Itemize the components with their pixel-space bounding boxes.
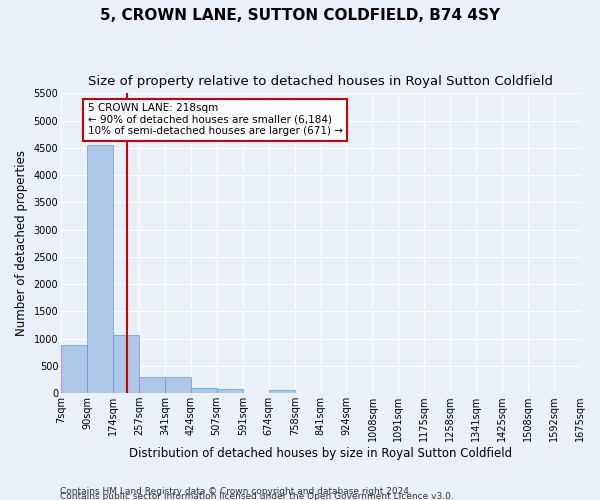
Bar xyxy=(87,144,113,393)
Bar xyxy=(113,336,139,393)
Text: 5, CROWN LANE, SUTTON COLDFIELD, B74 4SY: 5, CROWN LANE, SUTTON COLDFIELD, B74 4SY xyxy=(100,8,500,22)
Title: Size of property relative to detached houses in Royal Sutton Coldfield: Size of property relative to detached ho… xyxy=(88,75,553,88)
X-axis label: Distribution of detached houses by size in Royal Sutton Coldfield: Distribution of detached houses by size … xyxy=(129,447,512,460)
Bar xyxy=(269,390,295,393)
Bar xyxy=(217,389,243,393)
Bar xyxy=(61,345,87,393)
Y-axis label: Number of detached properties: Number of detached properties xyxy=(15,150,28,336)
Bar xyxy=(191,388,217,393)
Text: Contains public sector information licensed under the Open Government Licence v3: Contains public sector information licen… xyxy=(60,492,454,500)
Text: Contains HM Land Registry data © Crown copyright and database right 2024.: Contains HM Land Registry data © Crown c… xyxy=(60,487,412,496)
Text: 5 CROWN LANE: 218sqm
← 90% of detached houses are smaller (6,184)
10% of semi-de: 5 CROWN LANE: 218sqm ← 90% of detached h… xyxy=(88,103,343,136)
Bar xyxy=(165,378,191,393)
Bar xyxy=(139,378,165,393)
